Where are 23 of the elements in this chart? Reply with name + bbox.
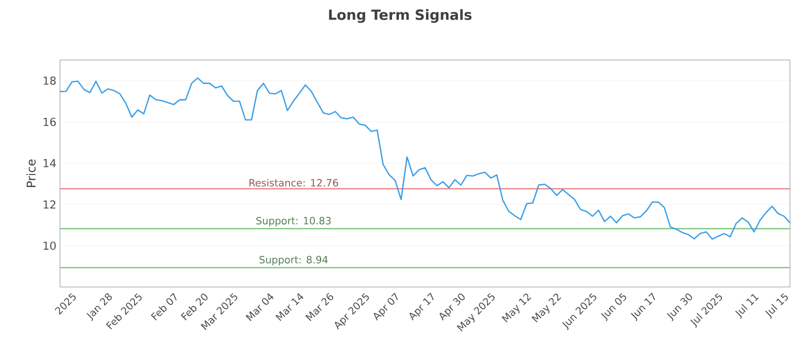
x-tick-label: Mar 26: [305, 292, 334, 322]
chart-title: Long Term Signals: [329, 9, 472, 23]
x-tick-label: Jun 05: [600, 293, 626, 322]
y-axis-title: Price: [26, 159, 36, 187]
y-tick-label: 18: [44, 76, 56, 85]
ref-line-label: Resistance: 12.76: [250, 178, 338, 187]
x-tick-label: Apr 07: [374, 292, 398, 321]
y-tick-label: 14: [44, 159, 56, 168]
y-tick-label: 12: [44, 200, 56, 209]
x-tick-label: Jul 11: [735, 294, 759, 319]
x-tick-label: Apr 30: [440, 294, 465, 321]
x-tick-label: Feb 20: [180, 294, 208, 320]
x-tick-label: Jan 28: [86, 293, 112, 322]
x-tick-label: Mar 14: [275, 293, 304, 322]
x-tick-label: Jun 17: [630, 292, 656, 322]
ref-line-label: Support: 8.94: [260, 256, 328, 266]
ref-line-label: Support: 10.83: [256, 216, 331, 226]
x-tick-label: Jul 15: [765, 293, 788, 319]
y-tick-label: 16: [44, 118, 56, 126]
x-tick-label: Mar 04: [246, 293, 274, 322]
y-tick-label: 10: [44, 242, 56, 250]
x-tick-label: Apr 17: [410, 292, 434, 321]
x-tick-label: Feb 07: [150, 292, 177, 320]
